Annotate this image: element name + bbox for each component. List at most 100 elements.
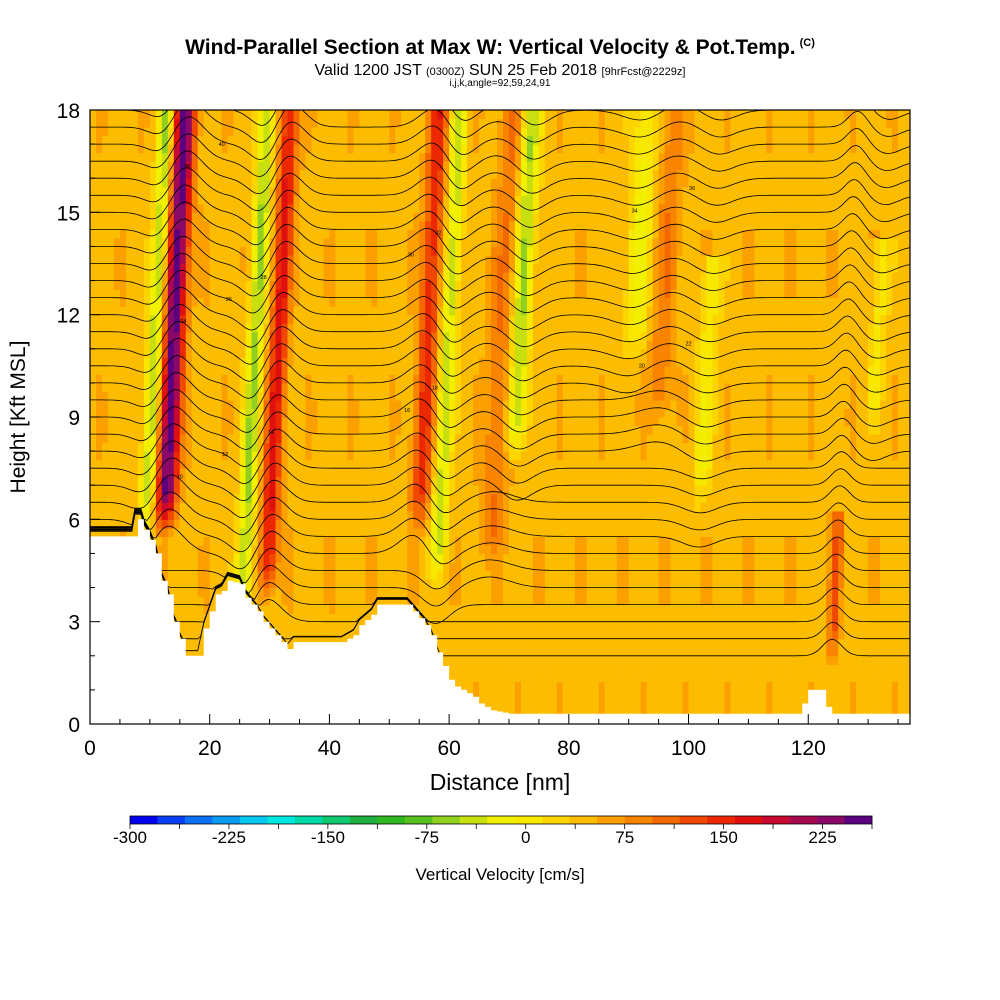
w-cell bbox=[413, 178, 420, 188]
w-cell bbox=[461, 587, 468, 597]
w-cell bbox=[197, 391, 205, 401]
w-cell bbox=[119, 314, 127, 324]
w-cell bbox=[449, 664, 456, 674]
w-cell bbox=[401, 195, 408, 205]
w-cell bbox=[443, 306, 450, 316]
w-cell bbox=[263, 348, 271, 358]
w-cell bbox=[197, 408, 205, 418]
w-cell bbox=[407, 289, 414, 299]
w-cell bbox=[485, 544, 492, 555]
w-cell bbox=[443, 203, 450, 213]
w-cell bbox=[485, 561, 492, 572]
w-cell bbox=[467, 195, 474, 205]
w-cell bbox=[377, 434, 384, 444]
w-cell bbox=[359, 374, 366, 384]
w-cell bbox=[443, 510, 450, 520]
w-cell bbox=[485, 220, 492, 230]
w-cell bbox=[233, 195, 241, 205]
w-cell bbox=[329, 161, 337, 171]
w-cell bbox=[485, 399, 492, 410]
w-cell bbox=[281, 331, 289, 341]
w-cell bbox=[299, 621, 307, 631]
w-cell bbox=[347, 587, 354, 597]
w-cell bbox=[323, 314, 331, 324]
w-cell bbox=[257, 178, 265, 188]
w-cell bbox=[203, 561, 211, 572]
w-cell bbox=[221, 519, 229, 529]
w-cell bbox=[461, 459, 468, 469]
w-cell bbox=[251, 178, 259, 188]
w-cell bbox=[467, 451, 474, 461]
w-cell bbox=[395, 561, 402, 572]
w-cell bbox=[389, 408, 396, 418]
w-cell bbox=[479, 698, 486, 708]
w-cell bbox=[329, 544, 337, 555]
w-cell bbox=[167, 306, 175, 316]
w-cell bbox=[269, 110, 277, 120]
w-cell bbox=[479, 579, 486, 589]
w-cell bbox=[359, 544, 366, 555]
w-cell bbox=[389, 127, 396, 137]
w-cell bbox=[143, 502, 151, 512]
w-cell bbox=[113, 434, 121, 444]
w-cell bbox=[449, 408, 456, 418]
w-cell bbox=[281, 434, 289, 444]
w-cell bbox=[461, 638, 468, 648]
w-cell bbox=[257, 434, 265, 444]
w-cell bbox=[95, 161, 103, 171]
w-cell bbox=[467, 280, 474, 290]
w-cell bbox=[437, 502, 444, 512]
w-cell bbox=[377, 596, 384, 606]
w-cell bbox=[443, 152, 450, 162]
w-cell bbox=[425, 348, 432, 358]
w-cell bbox=[137, 442, 145, 452]
w-cell bbox=[185, 127, 193, 137]
w-cell bbox=[125, 510, 133, 520]
w-cell bbox=[251, 536, 259, 546]
w-cell bbox=[491, 118, 498, 128]
w-cell bbox=[467, 604, 474, 614]
w-cell bbox=[455, 203, 462, 213]
w-cell bbox=[395, 220, 402, 230]
w-cell bbox=[185, 263, 193, 273]
w-cell bbox=[335, 451, 342, 461]
w-cell bbox=[245, 399, 253, 410]
w-cell bbox=[473, 220, 480, 230]
w-cell bbox=[425, 587, 432, 597]
w-cell bbox=[161, 203, 169, 213]
w-cell bbox=[449, 579, 456, 589]
w-cell bbox=[113, 169, 121, 179]
w-cell bbox=[167, 297, 175, 307]
w-cell bbox=[197, 417, 205, 427]
w-cell bbox=[221, 237, 229, 248]
w-cell bbox=[485, 672, 492, 682]
w-cell bbox=[305, 186, 313, 196]
w-cell bbox=[101, 254, 109, 265]
w-cell bbox=[293, 468, 301, 478]
w-cell bbox=[90, 297, 97, 307]
w-cell bbox=[335, 561, 342, 572]
w-cell bbox=[341, 229, 348, 239]
w-cell bbox=[155, 169, 163, 179]
w-cell bbox=[131, 297, 139, 307]
w-cell bbox=[413, 280, 420, 290]
w-cell bbox=[401, 127, 408, 137]
w-cell bbox=[461, 144, 468, 154]
w-cell bbox=[233, 314, 241, 324]
w-cell bbox=[143, 169, 151, 179]
w-cell bbox=[305, 553, 313, 563]
w-cell bbox=[167, 314, 175, 324]
w-cell bbox=[293, 246, 301, 256]
w-cell bbox=[215, 587, 223, 597]
w-cell bbox=[203, 579, 211, 589]
w-cell bbox=[143, 178, 151, 188]
w-cell bbox=[377, 203, 384, 213]
w-cell bbox=[167, 186, 175, 196]
w-cell bbox=[323, 536, 331, 546]
w-cell bbox=[95, 152, 103, 162]
w-cell bbox=[461, 417, 468, 427]
w-cell bbox=[473, 152, 480, 162]
w-cell bbox=[233, 536, 241, 546]
w-cell bbox=[341, 476, 348, 486]
w-cell bbox=[125, 161, 133, 171]
